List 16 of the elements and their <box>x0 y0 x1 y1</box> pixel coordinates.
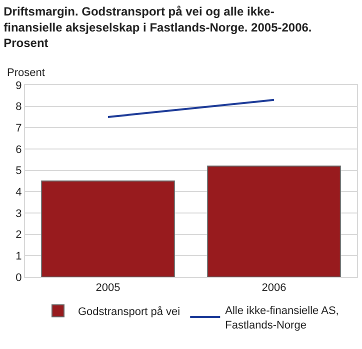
x-tick-label: 2006 <box>262 282 286 294</box>
y-tick-label: 9 <box>16 80 22 92</box>
chart-title: Driftsmargin. Godstransport på vei og alle ikke-finansielle aksjeselskap i Fastlands-Norge. 2005-2006. Prosent <box>4 4 312 50</box>
y-tick-label: 2 <box>16 229 22 242</box>
y-tick-label: 6 <box>16 144 22 156</box>
legend-label: Godstransport på vei <box>78 306 180 318</box>
y-tick-label: 4 <box>16 186 22 199</box>
y-tick-label: 3 <box>16 208 22 220</box>
y-tick-label: 8 <box>16 101 22 114</box>
y-tick-label: 1 <box>16 250 22 263</box>
y-tick-label: 5 <box>16 165 22 178</box>
y-tick-label: 0 <box>16 272 22 284</box>
y-axis-title: Prosent <box>7 67 45 79</box>
legend-label: Alle ikke-finansielle AS, Fastlands-Norge <box>225 305 339 332</box>
x-tick-label: 2005 <box>96 282 120 294</box>
y-tick-label: 7 <box>16 122 22 135</box>
